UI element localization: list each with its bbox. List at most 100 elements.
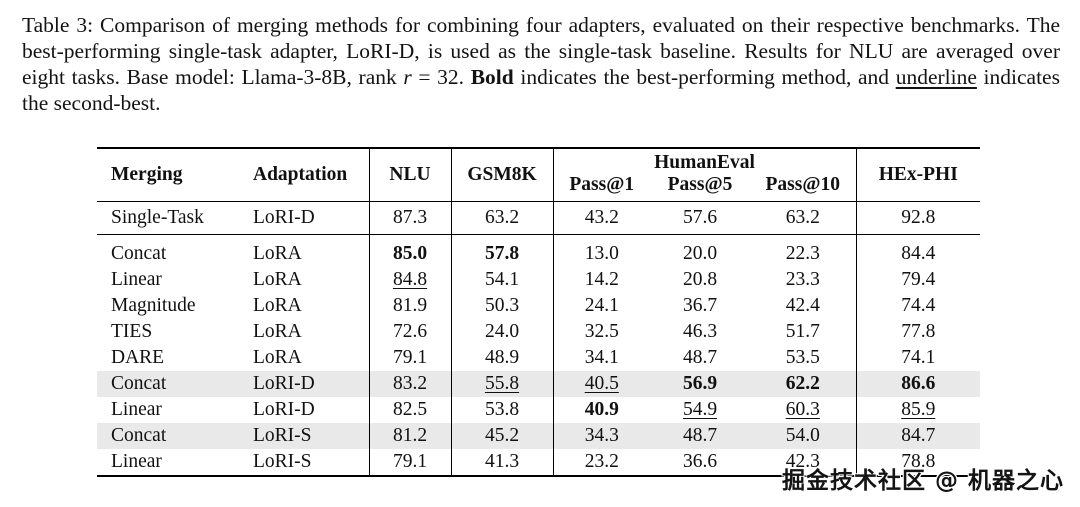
cell-adaptation: LoRA (253, 295, 302, 316)
header-row-groups: Merging Adaptation NLU GSM8K HumanEval H… (97, 148, 980, 202)
cell-hexphi: 92.8 (855, 201, 980, 235)
cell-pass10: 51.7 (785, 321, 820, 342)
cell-merging: Linear (111, 269, 162, 290)
caption-rank-symbol: r (403, 65, 412, 89)
cell-adaptation: LoRI-D (239, 201, 369, 235)
cell-hexphi: 84.4 (855, 234, 980, 267)
caption-text-1: Table 3: Comparison of merging methods f… (22, 13, 1060, 89)
cell-pass10: 54.0 (785, 425, 820, 446)
cell-hexphi: 74.4 (855, 292, 980, 319)
cell-pass10: 62.2 (785, 373, 820, 394)
col-header-pass1: Pass@1 (552, 174, 650, 202)
cell-adaptation: LoRI-S (253, 451, 312, 472)
col-header-hexphi: HEx-PHI (855, 148, 980, 202)
cell-adaptation: LoRA (253, 269, 302, 290)
row-concat-lori-d: Concat LoRI-D 83.2 55.8 40.5 56.9 62.2 8… (97, 370, 980, 397)
cell-pass1: 40.5 (552, 370, 650, 397)
col-header-pass10: Pass@10 (750, 174, 856, 202)
row-concat-lori-s: Concat LoRI-S 81.2 45.2 34.3 48.7 54.0 8… (97, 422, 980, 449)
cell-pass5: 57.6 (650, 201, 750, 235)
col-header-nlu: NLU (368, 148, 451, 202)
cell-pass1: 43.2 (552, 201, 650, 235)
cell-pass1: 23.2 (552, 448, 650, 476)
row-linear-lori-s: Linear LoRI-S 79.1 41.3 23.2 36.6 42.3 7… (97, 448, 980, 476)
cell-pass5: 56.9 (682, 373, 718, 394)
cell-adaptation: LoRI-S (253, 425, 312, 446)
cell-pass1: 34.1 (552, 344, 650, 371)
cell-pass10: 22.3 (785, 243, 820, 264)
cell-nlu: 83.2 (368, 370, 451, 397)
cell-nlu: 79.1 (368, 344, 451, 371)
cell-pass5: 36.6 (682, 451, 718, 472)
cell-gsm8k: 48.9 (450, 344, 553, 371)
cell-pass1: 24.1 (552, 292, 650, 319)
cell-merging: Single-Task (97, 201, 239, 235)
cell-pass10: 53.5 (785, 347, 820, 368)
cell-nlu: 79.1 (368, 448, 451, 476)
cell-pass10: 63.2 (750, 201, 856, 235)
row-linear-lora: Linear LoRA 84.8 54.1 14.2 20.8 23.3 79.… (97, 266, 980, 293)
cell-nlu: 72.6 (368, 318, 451, 345)
cell-pass1: 34.3 (552, 422, 650, 449)
cell-hexphi: 86.6 (855, 370, 980, 397)
cell-nlu: 82.5 (368, 396, 451, 423)
cell-adaptation: LoRI-D (253, 373, 315, 394)
cell-merging: Linear (111, 451, 162, 472)
col-header-humaneval: HumanEval (552, 148, 856, 174)
row-linear-lori-d: Linear LoRI-D 82.5 53.8 40.9 54.9 60.3 8… (97, 396, 980, 423)
row-ties-lora: TIES LoRA 72.6 24.0 32.5 46.3 51.7 77.8 (97, 318, 980, 345)
caption-text-3: indicates the best-performing method, an… (513, 65, 896, 89)
cell-hexphi: 74.1 (855, 344, 980, 371)
cell-pass10: 42.4 (785, 295, 820, 316)
cell-merging: Magnitude (111, 295, 196, 316)
cell-gsm8k: 41.3 (450, 448, 553, 476)
cell-gsm8k: 24.0 (450, 318, 553, 345)
cell-hexphi: 77.8 (855, 318, 980, 345)
cell-hexphi: 85.9 (855, 396, 980, 423)
col-header-adaptation: Adaptation (239, 148, 369, 202)
cell-nlu: 81.2 (368, 422, 451, 449)
row-magnitude-lora: Magnitude LoRA 81.9 50.3 24.1 36.7 42.4 … (97, 292, 980, 319)
cell-pass5: 20.8 (682, 269, 718, 290)
cell-gsm8k: 57.8 (450, 234, 553, 267)
cell-merging: Concat (111, 425, 167, 446)
cell-pass1: 13.0 (552, 234, 650, 267)
table-header: Merging Adaptation NLU GSM8K HumanEval H… (97, 148, 980, 202)
cell-pass5: 46.3 (682, 321, 718, 342)
cell-merging: Linear (111, 399, 162, 420)
col-header-merging: Merging (97, 148, 239, 202)
cell-gsm8k: 63.2 (450, 201, 553, 235)
cell-pass1: 32.5 (552, 318, 650, 345)
cell-gsm8k: 53.8 (450, 396, 553, 423)
cell-pass5: 48.7 (682, 425, 718, 446)
cell-hexphi: 84.7 (855, 422, 980, 449)
caption-bold-word: Bold (470, 65, 514, 89)
cell-pass1: 40.9 (552, 396, 650, 423)
cell-gsm8k: 54.1 (450, 266, 553, 293)
cell-merging: TIES (111, 321, 153, 342)
watermark: 掘金技术社区 @ 机器之心 (781, 468, 1064, 494)
cell-adaptation: LoRI-D (253, 399, 315, 420)
header-row-pass: Pass@1 Pass@5 Pass@10 (97, 174, 980, 202)
cell-gsm8k: 45.2 (450, 422, 553, 449)
cell-pass10: 42.3 (785, 451, 820, 472)
cell-gsm8k: 50.3 (450, 292, 553, 319)
cell-adaptation: LoRA (253, 243, 302, 264)
cell-pass1: 14.2 (552, 266, 650, 293)
cell-pass10: 60.3 (785, 399, 820, 420)
row-concat-lora: Concat LoRA 85.0 57.8 13.0 20.0 22.3 84.… (97, 234, 980, 267)
cell-merging: Concat (111, 243, 167, 264)
cell-adaptation: LoRA (253, 321, 302, 342)
cell-pass10: 23.3 (785, 269, 820, 290)
cell-nlu: 81.9 (368, 292, 451, 319)
cell-pass5: 54.9 (682, 399, 718, 420)
cell-pass5: 20.0 (682, 243, 718, 264)
caption-text-4: indicates the second-best. (22, 65, 1060, 115)
cell-adaptation: LoRA (253, 347, 302, 368)
cell-pass5: 36.7 (682, 295, 718, 316)
cell-hexphi: 79.4 (855, 266, 980, 293)
caption-text-2: = 32. (411, 65, 471, 89)
caption-underline-word: underline (895, 65, 977, 89)
cell-merging: DARE (111, 347, 165, 368)
table-caption: Table 3: Comparison of merging methods f… (22, 12, 1060, 116)
